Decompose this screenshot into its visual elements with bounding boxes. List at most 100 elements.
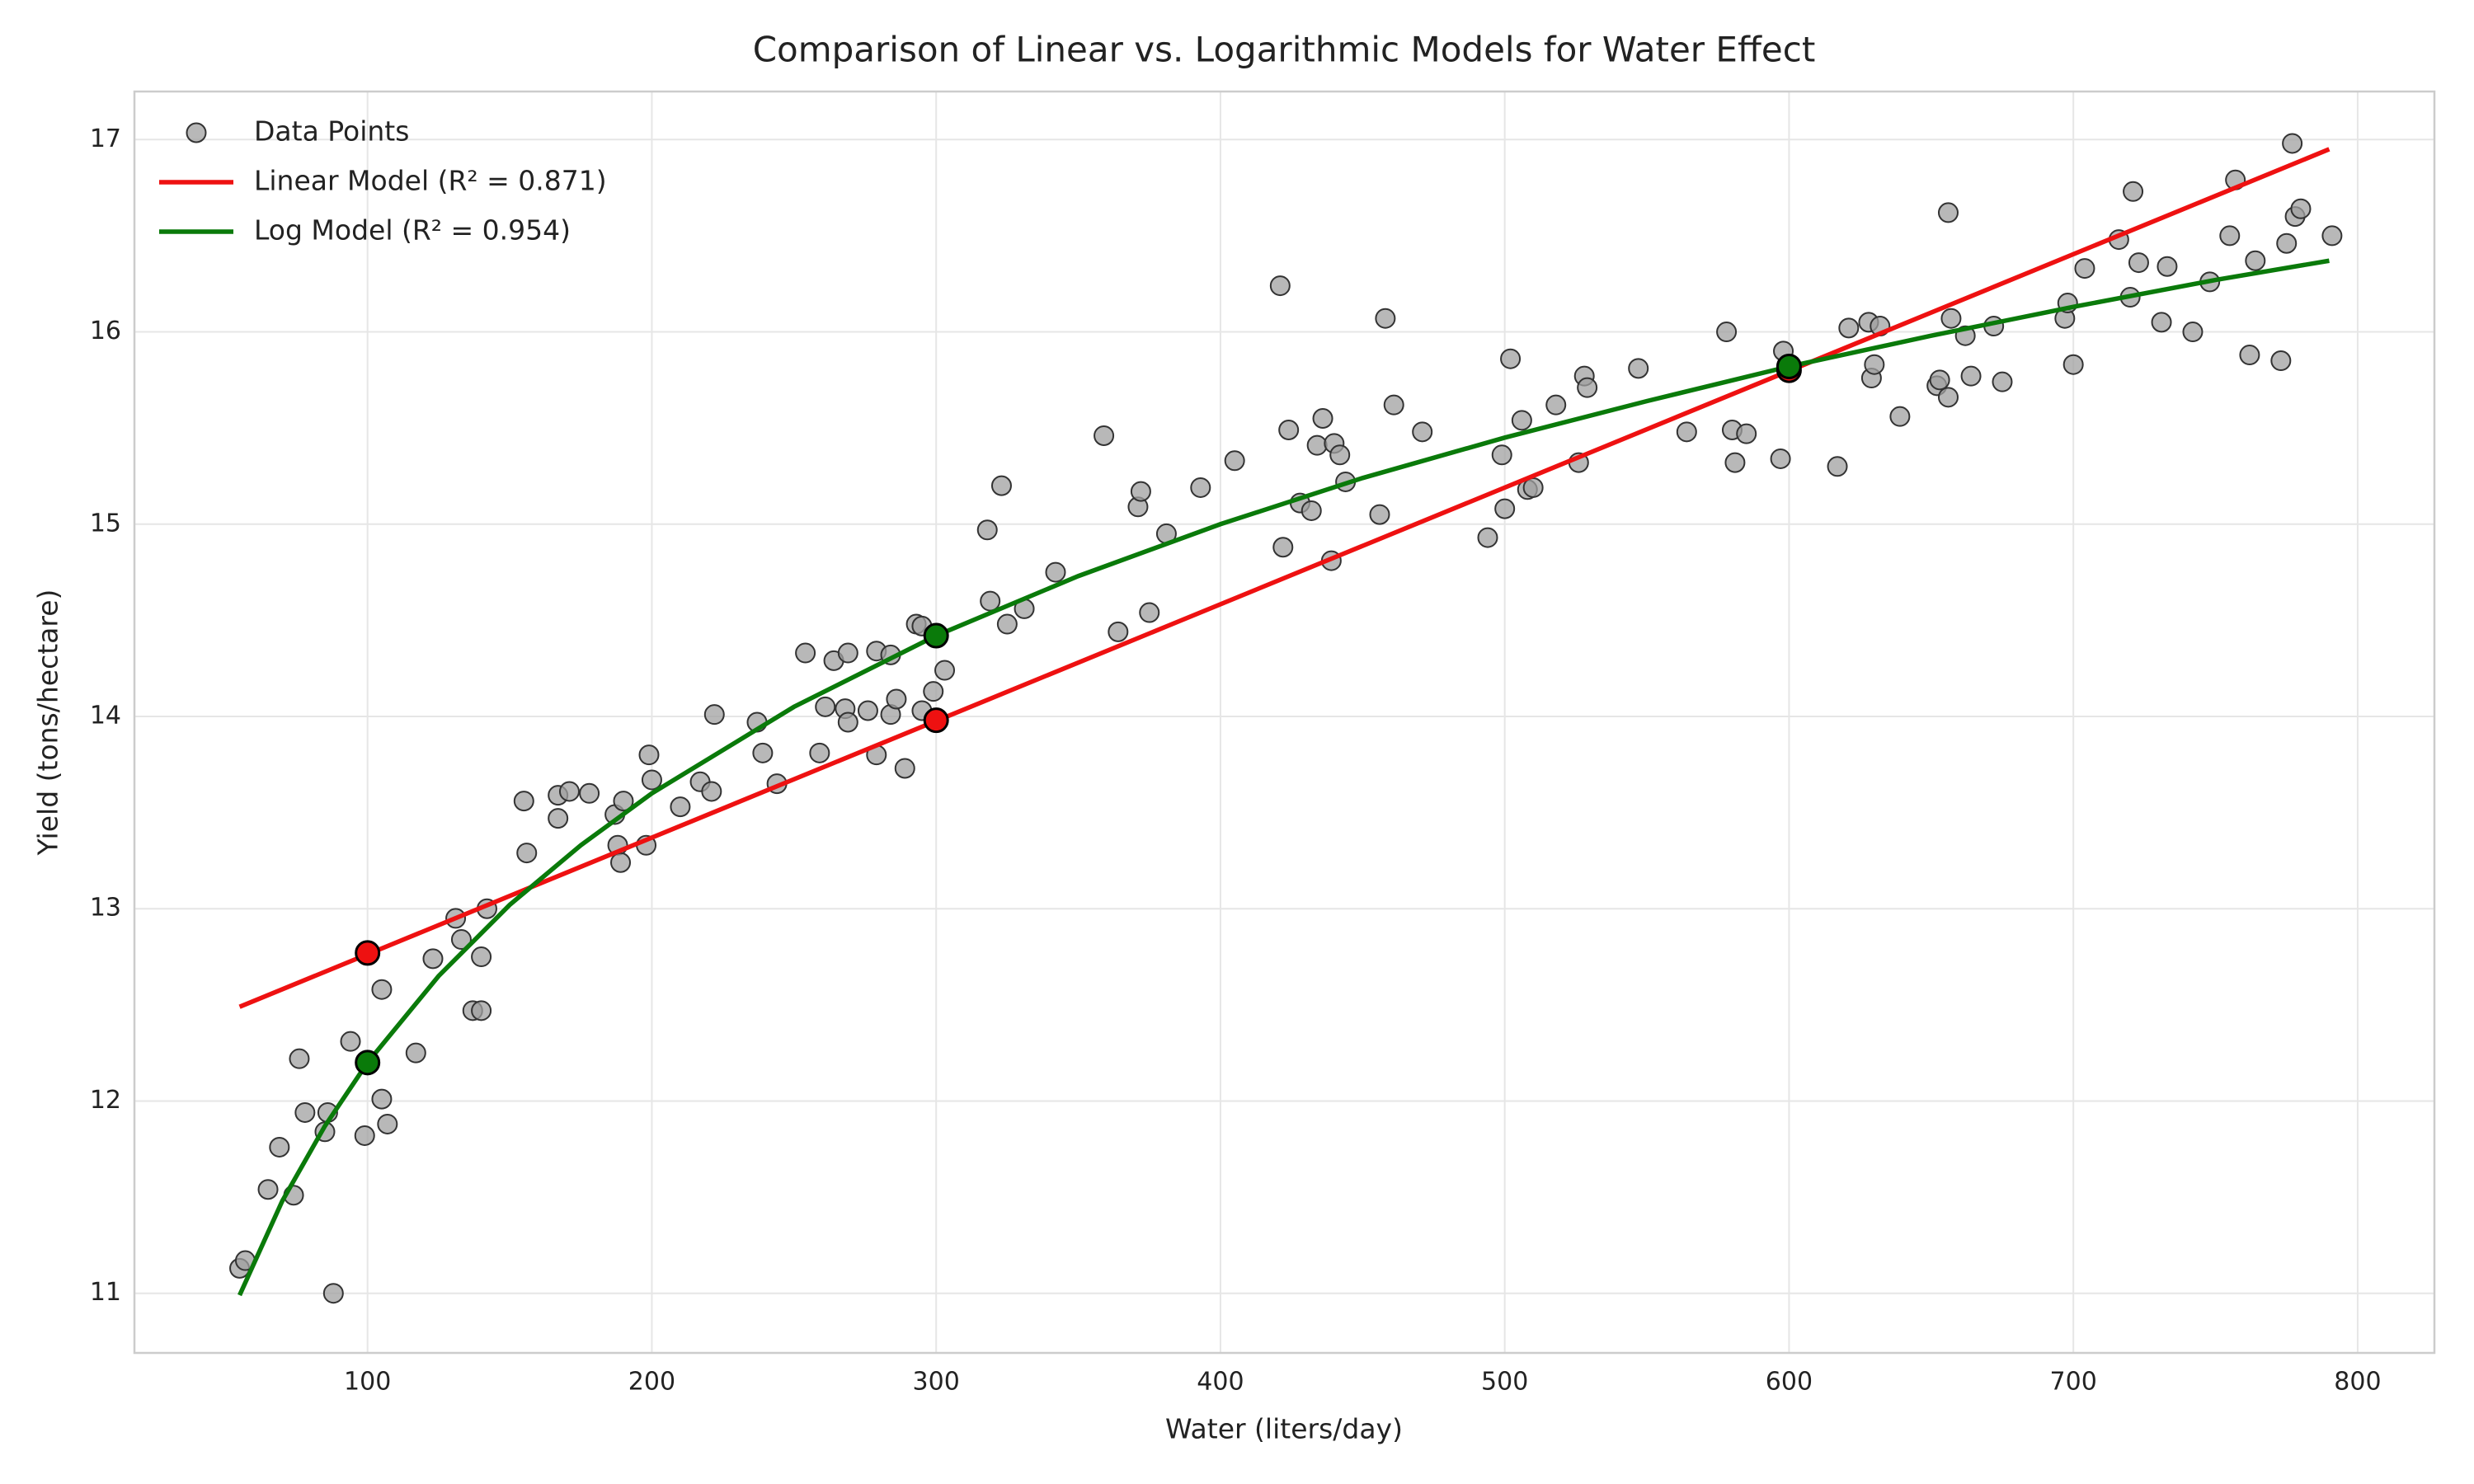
- data-point: [837, 642, 858, 664]
- data-point: [996, 613, 1018, 635]
- data-point: [1929, 369, 1950, 391]
- data-point: [1716, 322, 1738, 343]
- x-tick-label: 200: [628, 1368, 675, 1397]
- data-point: [2219, 225, 2241, 247]
- highlight-point: [1776, 354, 1802, 380]
- data-point: [752, 742, 774, 763]
- x-tick-label: 800: [2334, 1368, 2381, 1397]
- x-tick-label: 400: [1197, 1368, 1244, 1397]
- chart-title: Comparison of Linear vs. Logarithmic Mod…: [753, 30, 1816, 70]
- data-point: [354, 1125, 375, 1146]
- data-point: [1628, 358, 1649, 379]
- data-point: [2270, 350, 2292, 372]
- data-point: [703, 704, 725, 726]
- data-point: [377, 1113, 398, 1134]
- data-point: [980, 590, 1001, 612]
- data-point: [1139, 602, 1160, 623]
- x-tick-label: 300: [913, 1368, 960, 1397]
- data-point: [701, 781, 722, 802]
- data-point: [558, 781, 580, 802]
- data-point: [1889, 406, 1911, 427]
- y-tick-label: 13: [90, 894, 121, 923]
- data-point: [2123, 181, 2144, 202]
- data-point: [340, 1031, 361, 1052]
- y-tick-label: 12: [90, 1086, 121, 1115]
- data-point: [923, 681, 944, 702]
- data-point: [2276, 232, 2298, 254]
- data-point: [1130, 481, 1151, 502]
- data-point: [2321, 225, 2343, 247]
- y-tick-label: 16: [90, 317, 121, 345]
- data-point: [1045, 561, 1066, 583]
- data-point: [670, 796, 691, 818]
- data-point: [579, 782, 600, 804]
- data-point: [857, 700, 878, 721]
- data-point: [2062, 354, 2084, 375]
- data-point: [1770, 448, 1791, 469]
- data-point: [548, 808, 569, 829]
- y-axis-label: Yield (tons/hectare): [32, 589, 64, 857]
- model-line: [238, 258, 2330, 1297]
- y-tick-label: 17: [90, 124, 121, 153]
- x-tick-label: 600: [1766, 1368, 1813, 1397]
- data-point: [1272, 537, 1294, 558]
- data-point: [405, 1042, 426, 1064]
- y-tick-label: 14: [90, 702, 121, 730]
- y-tick-label: 15: [90, 509, 121, 538]
- data-point: [289, 1048, 310, 1069]
- data-point: [1577, 377, 1598, 398]
- data-point: [815, 696, 836, 717]
- plot-frame: [133, 90, 2436, 1355]
- data-point: [269, 1136, 290, 1158]
- data-point: [1937, 387, 1959, 408]
- data-point: [886, 688, 907, 710]
- data-point: [1736, 423, 1757, 444]
- data-point: [1992, 371, 2013, 392]
- highlight-point: [923, 622, 949, 649]
- data-point: [1724, 452, 1746, 473]
- highlight-point: [355, 1050, 381, 1076]
- data-point: [471, 1000, 492, 1021]
- data-point: [894, 758, 915, 779]
- legend-marker: [186, 122, 207, 143]
- data-point: [422, 948, 444, 970]
- data-point: [1300, 500, 1322, 521]
- data-point: [1827, 456, 1848, 477]
- data-point: [1676, 421, 1697, 443]
- legend-label: Log Model (R² = 0.954): [254, 214, 571, 247]
- data-point: [1108, 621, 1129, 642]
- data-point: [322, 1283, 344, 1304]
- data-point: [1545, 394, 1567, 416]
- data-point: [1494, 498, 1516, 519]
- data-point: [2151, 312, 2172, 333]
- data-point: [613, 791, 634, 812]
- data-point: [934, 660, 956, 681]
- data-point: [1369, 504, 1390, 525]
- model-line: [238, 147, 2331, 1009]
- data-point: [1960, 365, 1982, 387]
- data-point: [1224, 450, 1245, 472]
- data-point: [638, 744, 660, 766]
- data-point: [641, 769, 662, 791]
- data-point: [2290, 198, 2312, 219]
- data-point: [450, 929, 472, 951]
- data-point: [1491, 444, 1512, 466]
- data-point: [2074, 258, 2095, 279]
- data-point: [513, 791, 534, 812]
- legend-label: Data Points: [254, 115, 409, 148]
- data-point: [471, 946, 492, 968]
- data-point: [257, 1179, 279, 1200]
- data-point: [1838, 317, 1860, 339]
- data-point: [1477, 527, 1498, 548]
- data-point: [371, 1088, 393, 1110]
- data-point: [2157, 256, 2178, 277]
- data-point: [371, 979, 393, 1000]
- data-point: [1500, 348, 1522, 369]
- data-point: [294, 1101, 316, 1123]
- y-tick-label: 11: [90, 1278, 121, 1307]
- data-point: [1864, 354, 1885, 375]
- data-point: [2282, 133, 2303, 154]
- legend-label: Linear Model (R² = 0.871): [254, 165, 607, 197]
